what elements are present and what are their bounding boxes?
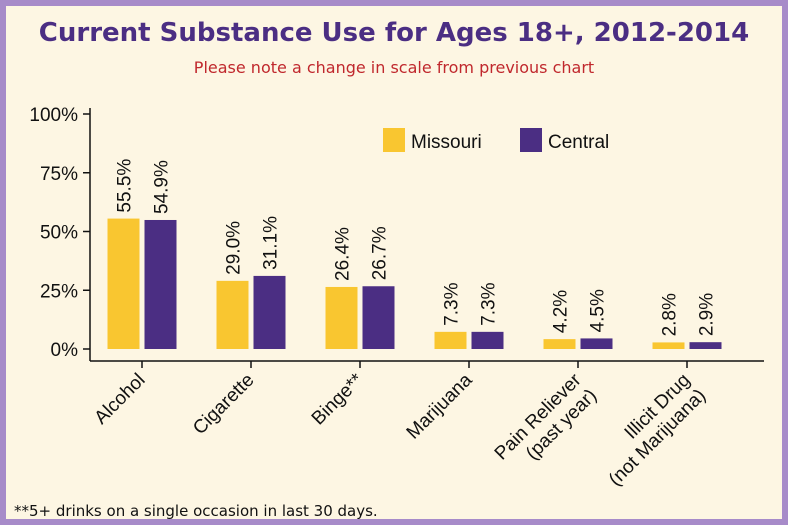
- data-label: 4.2%: [551, 290, 572, 333]
- chart-subtitle: Please note a change in scale from previ…: [193, 58, 595, 77]
- category-label-line: Marijuana: [403, 369, 477, 443]
- legend-swatch-missouri: [383, 128, 405, 152]
- category-label: Alcohol: [91, 370, 150, 429]
- legend-label-central: Central: [548, 132, 609, 153]
- bar-central: [689, 342, 722, 349]
- bar-missouri: [652, 342, 685, 349]
- bar-missouri: [434, 331, 467, 349]
- y-tick-label: 100%: [29, 105, 78, 126]
- bar-central: [253, 275, 286, 349]
- legend-label-missouri: Missouri: [411, 132, 482, 153]
- data-label: 26.7%: [370, 226, 391, 280]
- y-tick-label: 75%: [40, 164, 78, 185]
- data-label: 2.9%: [697, 293, 718, 336]
- bar-central: [471, 331, 504, 349]
- bar-missouri: [543, 339, 576, 349]
- bar-central: [144, 219, 177, 349]
- data-label: 29.0%: [224, 221, 245, 275]
- category-label-line: Alcohol: [91, 370, 150, 429]
- data-label: 2.8%: [660, 293, 681, 336]
- category-label: Marijuana: [403, 369, 477, 443]
- y-tick-label: 25%: [40, 281, 78, 302]
- data-label: 7.3%: [442, 282, 463, 325]
- y-tick-label: 0%: [51, 340, 79, 361]
- legend-swatch-central: [520, 128, 542, 152]
- y-tick-label: 50%: [40, 223, 78, 244]
- data-label: 26.4%: [333, 227, 354, 281]
- data-label: 31.1%: [261, 216, 282, 270]
- data-label: 7.3%: [479, 282, 500, 325]
- category-label: Cigarette: [189, 370, 258, 439]
- chart-title: Current Substance Use for Ages 18+, 2012…: [38, 18, 750, 48]
- category-label-line: Binge**: [308, 369, 368, 429]
- bar-missouri: [216, 280, 249, 349]
- bar-central: [362, 286, 395, 349]
- data-label: 4.5%: [588, 289, 609, 332]
- bar-missouri: [325, 286, 358, 349]
- data-label: 55.5%: [115, 159, 136, 213]
- category-label: Binge**: [308, 369, 368, 429]
- footnote: **5+ drinks on a single occasion in last…: [14, 502, 378, 520]
- data-label: 54.9%: [152, 160, 173, 214]
- bar-missouri: [107, 218, 140, 349]
- category-label: Pain Reliever(past year): [491, 369, 602, 480]
- bar-central: [580, 338, 613, 349]
- category-label: Illicit Drug(not Marijuana): [589, 370, 710, 491]
- category-label-line: Cigarette: [189, 370, 258, 439]
